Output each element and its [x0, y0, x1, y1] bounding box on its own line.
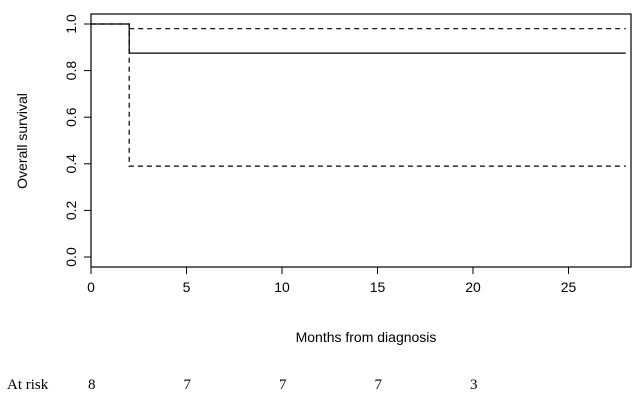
y-axis: 0.0 0.2 0.4 0.6 0.8 1.0 — [63, 14, 92, 267]
series-layer — [91, 23, 626, 167]
y-axis-label: Overall survival — [14, 93, 30, 189]
at-risk-count: 3 — [470, 377, 478, 393]
x-tick-label: 10 — [274, 279, 290, 295]
series-line-dashed-1 — [91, 23, 626, 167]
at-risk-count: 8 — [88, 377, 96, 393]
y-tick-label: 1.0 — [63, 14, 79, 34]
at-risk-count: 7 — [375, 377, 383, 393]
x-tick-label: 20 — [465, 279, 481, 295]
y-tick-label: 0.0 — [63, 247, 79, 267]
x-axis-label: Months from diagnosis — [296, 329, 437, 345]
plot-frame — [90, 13, 632, 268]
y-tick-label: 0.8 — [63, 61, 79, 81]
at-risk-label: At risk — [7, 377, 49, 393]
x-tick-label: 25 — [561, 279, 577, 295]
y-tick-label: 0.4 — [63, 154, 79, 174]
x-tick-label: 15 — [370, 279, 386, 295]
at-risk-table: At risk 8 7 7 7 3 — [7, 377, 478, 393]
at-risk-count: 7 — [184, 377, 192, 393]
at-risk-count: 7 — [279, 377, 287, 393]
x-tick-label: 0 — [87, 279, 95, 295]
y-tick-label: 0.2 — [63, 200, 79, 220]
x-tick-label: 5 — [183, 279, 191, 295]
x-axis: 0 5 10 15 20 25 — [87, 266, 577, 295]
y-tick-label: 0.6 — [63, 107, 79, 127]
